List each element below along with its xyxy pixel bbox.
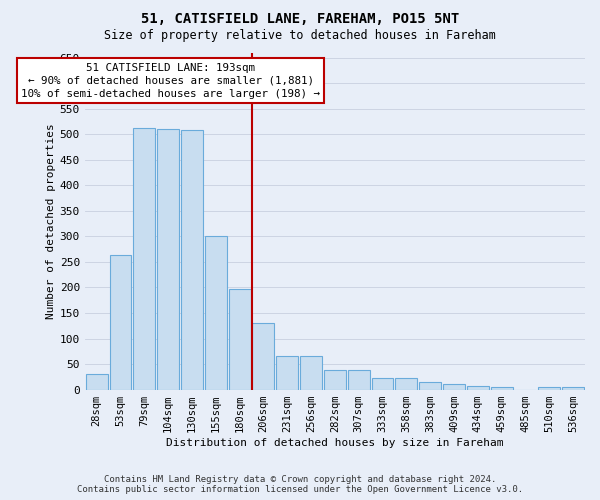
Bar xyxy=(443,384,465,390)
Bar xyxy=(133,128,155,390)
Bar xyxy=(276,356,298,390)
Bar xyxy=(205,236,227,390)
Bar xyxy=(157,128,179,390)
Bar xyxy=(324,370,346,390)
Bar xyxy=(419,382,441,390)
Text: 51, CATISFIELD LANE, FAREHAM, PO15 5NT: 51, CATISFIELD LANE, FAREHAM, PO15 5NT xyxy=(141,12,459,26)
Bar xyxy=(300,356,322,390)
Bar xyxy=(467,386,489,390)
Text: Size of property relative to detached houses in Fareham: Size of property relative to detached ho… xyxy=(104,29,496,42)
Bar xyxy=(253,323,274,390)
Text: Contains HM Land Registry data © Crown copyright and database right 2024.
Contai: Contains HM Land Registry data © Crown c… xyxy=(77,474,523,494)
Bar xyxy=(371,378,394,390)
Y-axis label: Number of detached properties: Number of detached properties xyxy=(46,123,56,319)
Bar xyxy=(348,370,370,390)
Bar xyxy=(562,387,584,390)
Text: 51 CATISFIELD LANE: 193sqm
← 90% of detached houses are smaller (1,881)
10% of s: 51 CATISFIELD LANE: 193sqm ← 90% of deta… xyxy=(21,62,320,99)
Bar xyxy=(229,289,251,390)
X-axis label: Distribution of detached houses by size in Fareham: Distribution of detached houses by size … xyxy=(166,438,503,448)
Bar xyxy=(395,378,418,390)
Bar xyxy=(110,256,131,390)
Bar xyxy=(181,130,203,390)
Bar xyxy=(538,387,560,390)
Bar xyxy=(86,374,107,390)
Bar xyxy=(491,387,512,390)
